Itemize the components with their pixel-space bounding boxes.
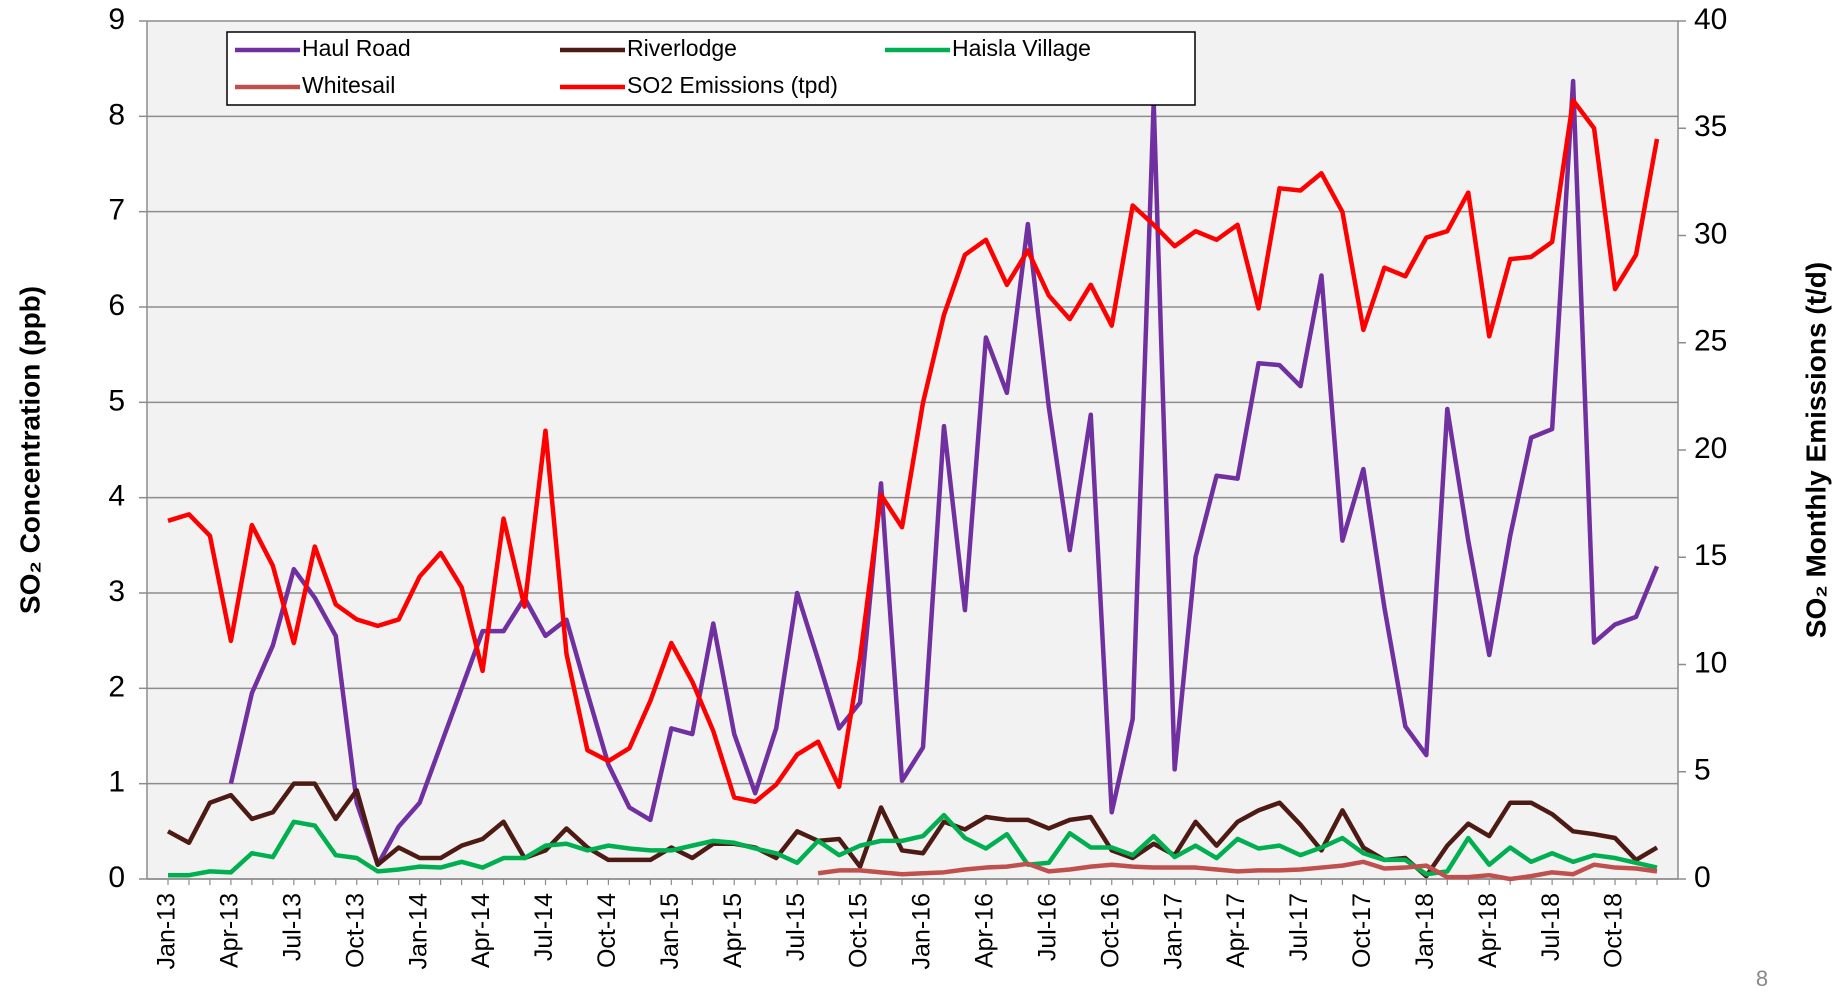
x-tick-label: Oct-18 <box>1600 893 1628 968</box>
y2-tick-label: 40 <box>1694 3 1727 36</box>
x-tick-label: Jan-18 <box>1411 893 1439 969</box>
x-tick-label: Oct-16 <box>1096 893 1124 968</box>
x-tick-label: Jul-13 <box>278 893 306 961</box>
y-tick-label: 3 <box>108 575 125 608</box>
y-tick-label: 7 <box>108 194 125 227</box>
y2-tick-label: 25 <box>1694 325 1727 358</box>
y-tick-label: 5 <box>108 384 125 417</box>
x-tick-label: Apr-18 <box>1474 893 1502 968</box>
x-tick-label: Apr-16 <box>971 893 999 968</box>
x-tick-label: Apr-15 <box>719 893 747 968</box>
y-tick-label: 0 <box>108 861 125 894</box>
y2-tick-label: 15 <box>1694 539 1727 572</box>
legend-label: Riverlodge <box>627 35 737 61</box>
series-line <box>817 859 1658 882</box>
y2-axis-title: SO₂ Monthly Emissions (t/d) <box>1800 262 1831 638</box>
x-tick-label: Jan-17 <box>1159 893 1187 969</box>
y-tick-label: 9 <box>108 3 125 36</box>
x-tick-label: Jan-15 <box>656 893 684 969</box>
x-tick-label: Jul-16 <box>1033 893 1061 961</box>
x-tick-label: Jan-14 <box>404 893 432 970</box>
y-tick-label: 2 <box>108 670 125 703</box>
x-tick-label: Oct-17 <box>1348 893 1376 968</box>
series-line <box>168 812 1658 878</box>
x-tick-label: Oct-15 <box>845 893 873 968</box>
x-tick-label: Jan-13 <box>153 893 181 969</box>
x-tick-label: Jul-15 <box>782 893 810 961</box>
legend-label: SO2 Emissions (tpd) <box>627 72 838 98</box>
y2-tick-label: 30 <box>1694 217 1727 250</box>
x-tick-label: Oct-14 <box>593 893 621 968</box>
y-tick-label: 6 <box>108 289 125 322</box>
y-tick-label: 4 <box>108 480 125 513</box>
y-tick-label: 1 <box>108 766 125 799</box>
y-tick-label: 8 <box>108 98 125 131</box>
x-tick-label: Apr-17 <box>1222 893 1250 968</box>
series-line <box>167 98 1660 805</box>
series-line <box>228 78 1660 867</box>
page-number: 8 <box>1756 966 1768 991</box>
legend-box <box>226 31 1196 106</box>
x-tick-label: Apr-14 <box>467 893 495 968</box>
y2-tick-label: 5 <box>1694 754 1711 787</box>
legend-label: Haul Road <box>302 35 411 61</box>
y2-tick-label: 10 <box>1694 646 1727 679</box>
legend-label: Whitesail <box>302 72 395 98</box>
legend-label: Haisla Village <box>952 35 1091 61</box>
y2-tick-label: 0 <box>1694 861 1711 894</box>
y2-tick-label: 35 <box>1694 110 1727 143</box>
y2-tick-label: 20 <box>1694 432 1727 465</box>
y-axis-title: SO₂ Concentration (ppb) <box>14 286 45 614</box>
x-tick-label: Jul-14 <box>530 893 558 961</box>
x-tick-label: Jul-18 <box>1537 893 1565 961</box>
x-tick-label: Apr-13 <box>216 893 244 968</box>
plot-area <box>147 21 1678 879</box>
x-tick-label: Jan-16 <box>908 893 936 969</box>
x-tick-label: Oct-13 <box>341 893 369 968</box>
x-tick-label: Jul-17 <box>1285 893 1313 961</box>
